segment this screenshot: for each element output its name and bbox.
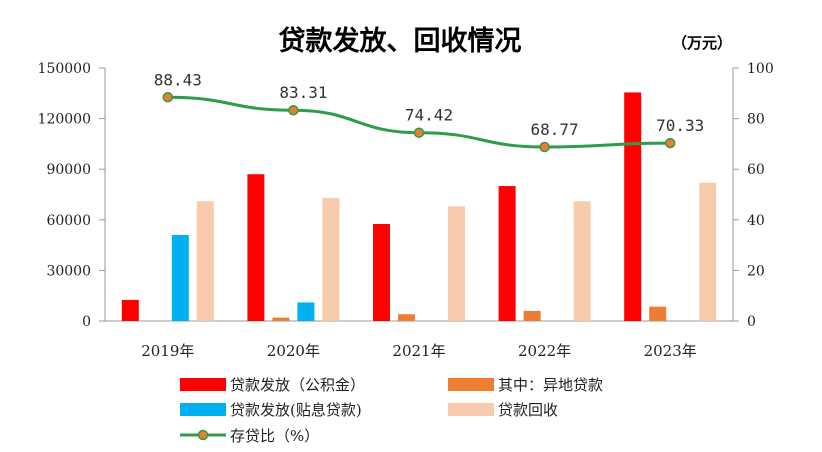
ratio-point	[664, 137, 676, 149]
bar	[448, 206, 465, 321]
bar	[247, 174, 265, 321]
legend-swatch	[180, 378, 226, 391]
right-tick-label: 80	[747, 112, 765, 128]
category-label: 2020年	[267, 342, 320, 360]
legend-item: 存贷比（%）	[180, 427, 319, 445]
legend-label: 存贷比（%）	[230, 427, 319, 445]
x-axis: 2019年 2020年 2021年 2022年 2023年	[105, 320, 733, 360]
legend-item: 贷款回收	[448, 401, 558, 419]
bar	[523, 310, 541, 321]
right-tick-label: 20	[747, 263, 765, 279]
left-tick-label: 60000	[46, 213, 91, 229]
bar	[322, 197, 340, 321]
left-axis: 0 30000 60000 90000 120000 150000	[38, 61, 106, 330]
legend-item: 贷款发放(贴息贷款)	[180, 401, 362, 419]
category-label: 2022年	[518, 342, 571, 360]
left-tick-label: 0	[82, 314, 91, 330]
legend-swatch	[448, 378, 494, 391]
chart-title: 贷款发放、回收情况	[279, 25, 522, 57]
bar	[573, 201, 591, 321]
bar	[649, 306, 667, 321]
left-tick-label: 90000	[46, 162, 91, 178]
ratio-data-label: 68.77	[531, 120, 579, 139]
ratio-line: 88.43 83.31 74.42 68.77 70.33	[154, 70, 704, 153]
ratio-point	[539, 141, 550, 153]
bar	[398, 314, 415, 321]
bar	[624, 92, 642, 321]
legend-label: 贷款发放（公积金）	[230, 376, 365, 394]
bar	[373, 224, 390, 321]
ratio-point	[162, 92, 174, 103]
left-tick-label: 150000	[38, 61, 91, 77]
ratio-point	[413, 127, 425, 138]
ratio-data-label: 83.31	[279, 83, 327, 102]
right-tick-label: 40	[747, 213, 765, 229]
legend-swatch	[180, 403, 226, 416]
category-label: 2019年	[141, 342, 194, 360]
right-axis: 0 20 40 60 80 100	[732, 61, 774, 330]
ratio-data-label: 88.43	[154, 70, 202, 89]
category-label: 2021年	[392, 342, 445, 360]
bar	[699, 182, 717, 321]
bar	[121, 299, 139, 321]
legend-label: 贷款发放(贴息贷款)	[230, 401, 362, 419]
ratio-point	[288, 104, 299, 116]
right-tick-label: 100	[747, 61, 774, 77]
ratio-data-label: 70.33	[656, 116, 704, 135]
legend-label: 贷款回收	[498, 401, 558, 419]
bar	[498, 186, 516, 321]
right-tick-label: 0	[747, 314, 756, 330]
bar	[171, 234, 189, 321]
legend-swatch	[448, 403, 494, 416]
legend-label: 其中：异地贷款	[498, 376, 603, 394]
ratio-data-label: 74.42	[405, 106, 453, 125]
legend-marker	[197, 429, 209, 441]
bar	[272, 317, 290, 321]
unit-label: （万元）	[672, 34, 732, 52]
left-tick-label: 120000	[38, 112, 91, 128]
bars	[121, 92, 717, 321]
right-tick-label: 60	[747, 162, 765, 178]
legend-item: 其中：异地贷款	[448, 376, 603, 394]
left-tick-label: 30000	[46, 263, 91, 279]
bar	[297, 302, 315, 321]
bar	[196, 201, 214, 321]
legend-item: 贷款发放（公积金）	[180, 376, 365, 394]
category-label: 2023年	[644, 342, 697, 360]
